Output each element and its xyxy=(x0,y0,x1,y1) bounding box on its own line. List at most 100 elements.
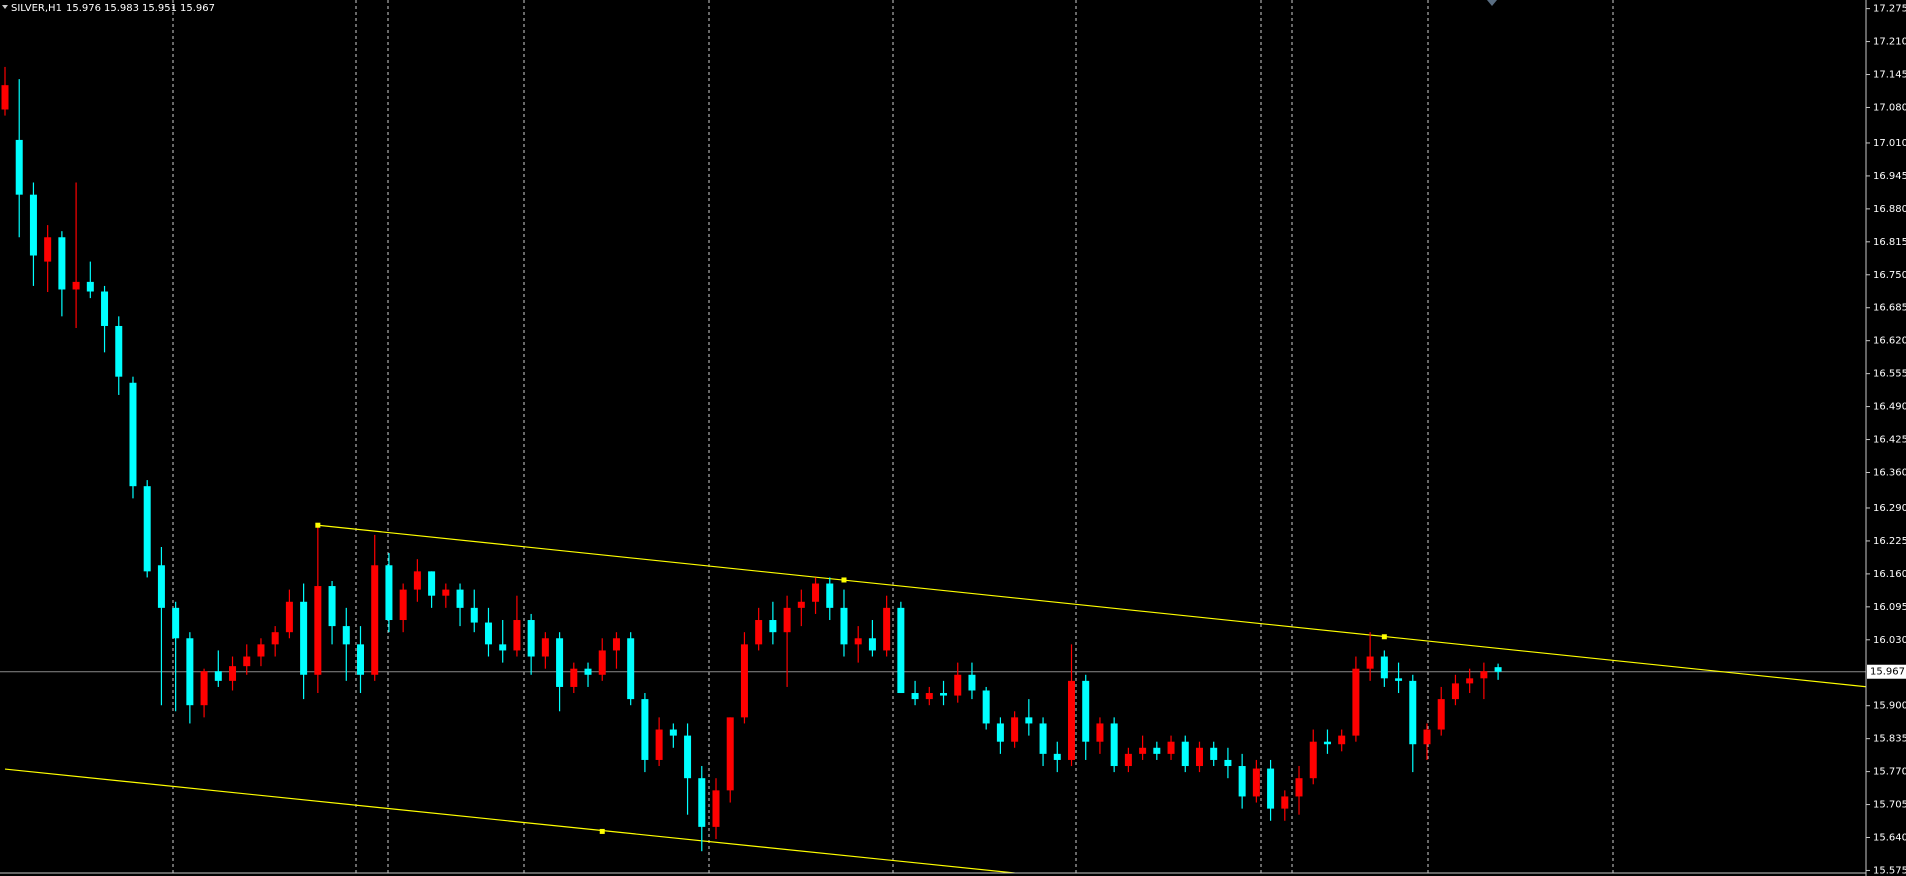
candle-body xyxy=(129,382,137,487)
candle-body xyxy=(314,586,322,675)
candle-body xyxy=(1238,766,1246,797)
candle-body xyxy=(1338,735,1346,745)
candle-body xyxy=(1323,741,1331,745)
header-high: 15.983 xyxy=(104,3,139,14)
candle-body xyxy=(940,693,948,696)
y-tick-label: 16.880 xyxy=(1873,204,1906,215)
candle-body xyxy=(797,601,805,608)
candle-body xyxy=(1409,680,1417,745)
candle-body xyxy=(897,607,905,694)
y-tick-label: 16.555 xyxy=(1873,369,1906,380)
candle-body xyxy=(200,671,208,706)
candle-body xyxy=(769,620,777,633)
candle-body xyxy=(1267,768,1275,809)
candle-body xyxy=(598,650,606,675)
candle-body xyxy=(1011,717,1019,742)
candle-body xyxy=(257,644,265,657)
candle-body xyxy=(285,601,293,633)
header: SILVER,H1 15.976 15.983 15.951 15.967 xyxy=(2,3,215,14)
candle-body xyxy=(1096,723,1104,742)
candle-body xyxy=(1380,656,1388,679)
candle-body xyxy=(456,589,464,608)
y-tick-label: 15.705 xyxy=(1873,800,1906,811)
candle-body xyxy=(186,638,194,706)
candle-body xyxy=(1281,796,1289,809)
y-tick-label: 15.575 xyxy=(1873,865,1906,876)
candle-body xyxy=(300,601,308,675)
candle-body xyxy=(1167,741,1175,754)
header-close: 15.967 xyxy=(180,3,215,14)
candle-body xyxy=(115,325,123,377)
y-tick-label: 15.640 xyxy=(1873,833,1906,844)
candle-body xyxy=(271,632,279,645)
y-tick-label: 16.685 xyxy=(1873,303,1906,314)
candle-body xyxy=(698,778,706,827)
candle-body xyxy=(911,693,919,700)
y-tick-label: 15.770 xyxy=(1873,767,1906,778)
candle-body xyxy=(1124,753,1132,767)
candle-body xyxy=(1494,667,1502,672)
candle-body xyxy=(826,583,834,608)
candle-body xyxy=(669,729,677,736)
plot-area xyxy=(0,66,1866,873)
candle-body xyxy=(712,790,720,827)
candle-body xyxy=(342,626,350,645)
candle-body xyxy=(157,565,165,608)
candle-body xyxy=(1195,747,1203,767)
candle-body xyxy=(968,674,976,691)
candle-body xyxy=(44,237,52,262)
candle-body xyxy=(214,671,222,681)
candle-body xyxy=(883,607,891,651)
y-tick-label: 16.160 xyxy=(1873,569,1906,580)
y-tick-label: 16.815 xyxy=(1873,237,1906,248)
trendline-anchor xyxy=(1381,634,1387,640)
candle-body xyxy=(58,237,66,290)
candle-body xyxy=(740,644,748,718)
y-tick-label: 16.945 xyxy=(1873,171,1906,182)
y-tick-label: 15.835 xyxy=(1873,734,1906,745)
candle-body xyxy=(982,690,990,724)
candle-body xyxy=(470,607,478,623)
candle-body xyxy=(1466,678,1474,684)
trendline-anchor xyxy=(841,577,847,583)
candle-body xyxy=(101,291,109,326)
y-tick-label: 16.095 xyxy=(1873,602,1906,613)
candle-body xyxy=(1,85,9,110)
candle-body xyxy=(428,571,436,596)
candle-body xyxy=(1068,680,1075,760)
candle-body xyxy=(840,607,848,645)
period-separators xyxy=(172,0,1614,873)
candle-body xyxy=(868,638,876,651)
candle-body xyxy=(399,589,407,621)
y-tick-label: 16.030 xyxy=(1873,635,1906,646)
candle-body xyxy=(783,607,791,633)
candle-body xyxy=(1153,747,1161,754)
candle-body xyxy=(1224,759,1232,767)
candle-body xyxy=(1181,741,1189,767)
y-tick-label: 15.900 xyxy=(1873,701,1906,712)
candle-body xyxy=(1423,729,1431,745)
candle-body xyxy=(86,281,94,292)
candle-body xyxy=(29,194,37,256)
header-arrow xyxy=(2,5,8,9)
candle-body xyxy=(1437,699,1445,730)
candle-body xyxy=(954,674,962,696)
candle-body xyxy=(385,565,393,621)
candle-body xyxy=(854,638,862,645)
candle-body xyxy=(357,644,364,675)
y-tick-label: 16.225 xyxy=(1873,536,1906,547)
candle-body xyxy=(925,693,933,700)
candle-body xyxy=(172,607,180,639)
candle-body xyxy=(1480,671,1488,679)
candle-body xyxy=(755,620,763,645)
candle-body xyxy=(684,735,692,779)
candle-body xyxy=(612,638,620,651)
price-label: 15.967 xyxy=(1870,667,1905,678)
candle-body xyxy=(1039,723,1047,754)
candle-body xyxy=(15,139,23,195)
candle-body xyxy=(1366,656,1374,669)
y-tick-label: 16.290 xyxy=(1873,503,1906,514)
price-axis: 17.275 17.210 17.145 17.080 17.010 16.945 16.8… xyxy=(1866,4,1906,876)
candle-body xyxy=(243,656,251,667)
